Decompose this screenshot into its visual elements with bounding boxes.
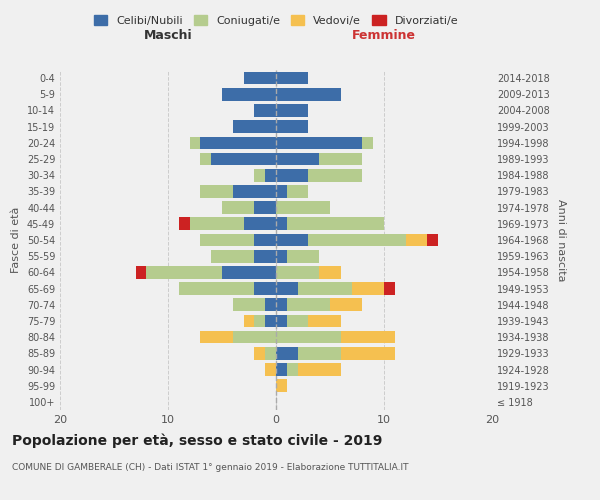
Bar bbox=[146, 266, 222, 278]
Bar bbox=[287, 314, 308, 328]
Bar bbox=[276, 152, 319, 166]
Bar bbox=[276, 218, 287, 230]
Bar bbox=[244, 218, 276, 230]
Bar bbox=[276, 169, 308, 181]
Bar bbox=[341, 347, 395, 360]
Bar bbox=[276, 314, 287, 328]
Bar bbox=[222, 266, 276, 278]
Bar bbox=[276, 234, 308, 246]
Y-axis label: Fasce di età: Fasce di età bbox=[11, 207, 21, 273]
Bar bbox=[276, 88, 341, 101]
Bar bbox=[233, 298, 265, 311]
Text: Femmine: Femmine bbox=[352, 30, 416, 43]
Bar bbox=[276, 363, 287, 376]
Bar bbox=[233, 331, 276, 344]
Bar bbox=[298, 347, 341, 360]
Bar bbox=[179, 282, 254, 295]
Y-axis label: Anni di nascita: Anni di nascita bbox=[556, 198, 566, 281]
Bar bbox=[287, 250, 319, 262]
Bar bbox=[244, 314, 254, 328]
Bar bbox=[298, 282, 352, 295]
Bar bbox=[276, 72, 308, 85]
Bar bbox=[190, 218, 244, 230]
Bar bbox=[287, 363, 298, 376]
Bar bbox=[244, 72, 276, 85]
Bar bbox=[276, 104, 308, 117]
Bar bbox=[276, 331, 341, 344]
Bar bbox=[352, 282, 384, 295]
Bar bbox=[222, 202, 254, 214]
Bar bbox=[254, 314, 265, 328]
Bar bbox=[287, 185, 308, 198]
Bar bbox=[276, 266, 319, 278]
Bar bbox=[265, 347, 276, 360]
Bar bbox=[287, 298, 330, 311]
Bar bbox=[200, 152, 211, 166]
Bar bbox=[276, 185, 287, 198]
Bar bbox=[308, 234, 406, 246]
Bar bbox=[254, 347, 265, 360]
Bar bbox=[200, 331, 233, 344]
Bar bbox=[190, 136, 200, 149]
Bar bbox=[233, 185, 276, 198]
Bar bbox=[265, 363, 276, 376]
Bar bbox=[427, 234, 438, 246]
Bar bbox=[200, 234, 254, 246]
Bar bbox=[254, 234, 276, 246]
Bar bbox=[211, 250, 254, 262]
Bar bbox=[222, 88, 276, 101]
Bar bbox=[179, 218, 190, 230]
Bar bbox=[319, 266, 341, 278]
Bar bbox=[276, 347, 298, 360]
Text: Popolazione per età, sesso e stato civile - 2019: Popolazione per età, sesso e stato civil… bbox=[12, 433, 382, 448]
Bar bbox=[308, 314, 341, 328]
Bar bbox=[406, 234, 427, 246]
Bar bbox=[254, 250, 276, 262]
Bar bbox=[341, 331, 395, 344]
Bar bbox=[254, 202, 276, 214]
Bar bbox=[276, 120, 308, 133]
Bar bbox=[211, 152, 276, 166]
Bar bbox=[276, 136, 362, 149]
Bar bbox=[200, 136, 276, 149]
Bar bbox=[254, 104, 276, 117]
Bar bbox=[276, 202, 330, 214]
Bar bbox=[319, 152, 362, 166]
Text: COMUNE DI GAMBERALE (CH) - Dati ISTAT 1° gennaio 2019 - Elaborazione TUTTITALIA.: COMUNE DI GAMBERALE (CH) - Dati ISTAT 1°… bbox=[12, 464, 409, 472]
Bar bbox=[265, 314, 276, 328]
Bar bbox=[287, 218, 384, 230]
Legend: Celibi/Nubili, Coniugati/e, Vedovi/e, Divorziati/e: Celibi/Nubili, Coniugati/e, Vedovi/e, Di… bbox=[89, 10, 463, 30]
Bar bbox=[276, 380, 287, 392]
Bar bbox=[384, 282, 395, 295]
Bar bbox=[308, 169, 362, 181]
Bar bbox=[233, 120, 276, 133]
Bar bbox=[276, 250, 287, 262]
Bar bbox=[200, 185, 233, 198]
Bar bbox=[265, 169, 276, 181]
Bar bbox=[136, 266, 146, 278]
Text: Maschi: Maschi bbox=[143, 30, 193, 43]
Bar bbox=[362, 136, 373, 149]
Bar bbox=[298, 363, 341, 376]
Bar bbox=[254, 169, 265, 181]
Bar bbox=[276, 298, 287, 311]
Bar bbox=[276, 282, 298, 295]
Bar bbox=[254, 282, 276, 295]
Bar bbox=[265, 298, 276, 311]
Bar bbox=[330, 298, 362, 311]
